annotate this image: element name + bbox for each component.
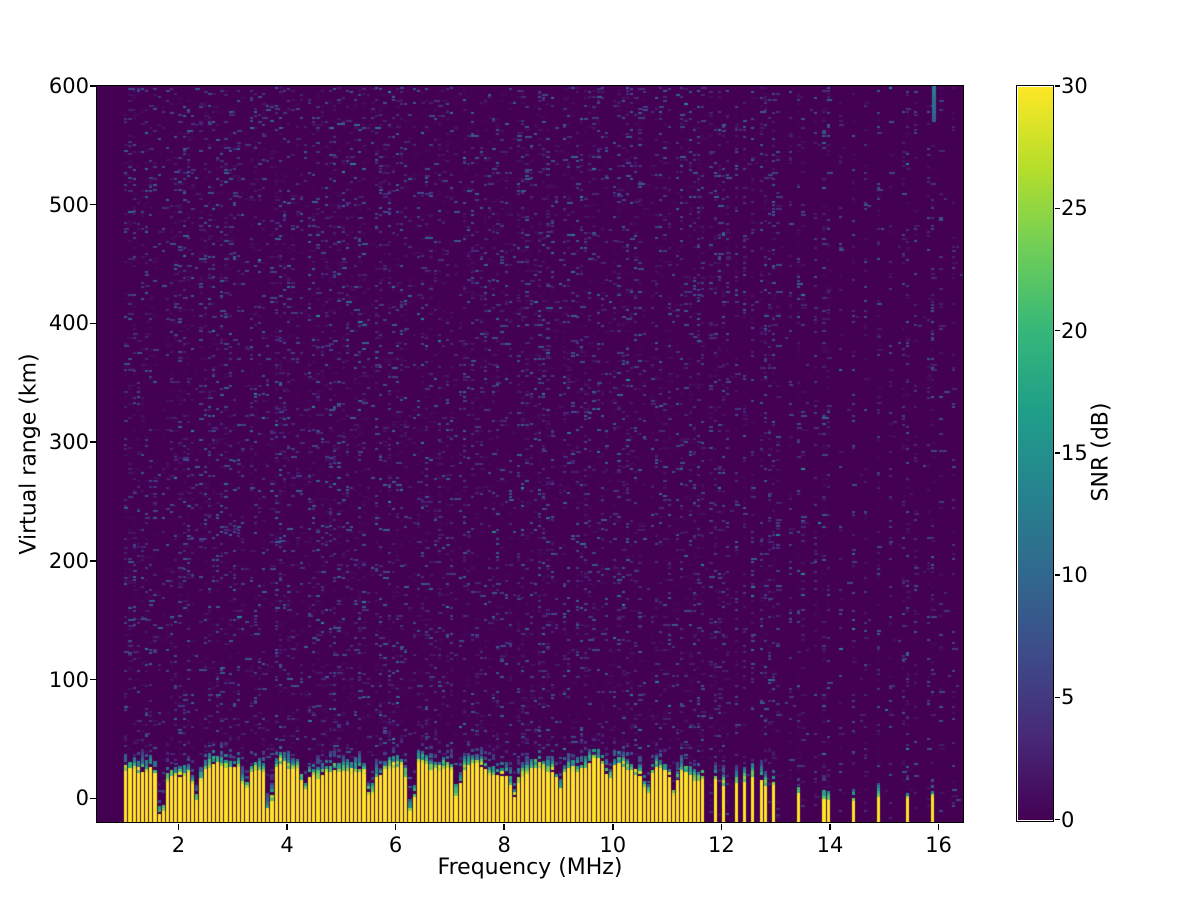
ionogram-heatmap <box>97 86 963 822</box>
x-tick-label: 10 <box>599 833 627 857</box>
x-tick-label: 4 <box>280 833 294 857</box>
x-tick-label: 14 <box>816 833 844 857</box>
x-tick-label: 12 <box>708 833 735 857</box>
colorbar-tick-mark <box>1055 207 1060 209</box>
x-tick-mark <box>286 823 288 830</box>
colorbar-tick-label: 5 <box>1061 685 1075 710</box>
x-tick-mark <box>720 823 723 830</box>
colorbar-tick-mark <box>1055 85 1060 87</box>
y-tick-mark <box>90 560 96 562</box>
y-tick-label: 300 <box>48 430 89 455</box>
x-tick-mark <box>829 823 831 830</box>
x-tick-mark <box>503 823 505 830</box>
colorbar-tick-label: 20 <box>1061 318 1088 343</box>
colorbar-tick-mark <box>1055 329 1060 332</box>
y-tick-label: 400 <box>48 311 89 336</box>
colorbar-tick-mark <box>1055 452 1060 454</box>
colorbar-tick-label: 30 <box>1061 74 1088 98</box>
x-tick-mark <box>612 823 614 830</box>
y-tick-label: 100 <box>48 667 89 692</box>
y-tick-mark <box>90 678 96 681</box>
y-tick-mark <box>90 441 96 443</box>
x-tick-mark <box>177 823 180 830</box>
colorbar-tick-label: 15 <box>1061 440 1088 465</box>
colorbar-tick-mark <box>1055 696 1060 698</box>
x-tick-label: 2 <box>171 833 186 857</box>
colorbar-tick-label: 25 <box>1061 196 1088 221</box>
colorbar-gradient <box>1017 86 1053 820</box>
x-tick-mark <box>394 823 397 830</box>
y-tick-label: 500 <box>48 192 89 217</box>
colorbar-frame <box>1016 85 1054 822</box>
y-tick-label: 0 <box>75 786 89 811</box>
y-tick-mark <box>90 203 96 206</box>
y-tick-mark <box>90 85 96 87</box>
y-tick-mark <box>90 797 96 799</box>
colorbar-tick-mark <box>1055 818 1060 821</box>
y-tick-label: 600 <box>48 74 89 98</box>
colorbar-tick-mark <box>1055 574 1060 576</box>
x-tick-label: 8 <box>497 833 511 857</box>
x-tick-label: 16 <box>925 833 952 857</box>
y-tick-label: 200 <box>48 548 89 573</box>
colorbar-tick-label: 10 <box>1061 563 1088 587</box>
y-tick-mark <box>90 322 96 325</box>
x-tick-mark <box>937 823 940 830</box>
x-axis-label: Frequency (MHz) <box>437 855 623 880</box>
x-tick-label: 6 <box>388 833 403 857</box>
colorbar-tick-label: 0 <box>1061 807 1075 832</box>
